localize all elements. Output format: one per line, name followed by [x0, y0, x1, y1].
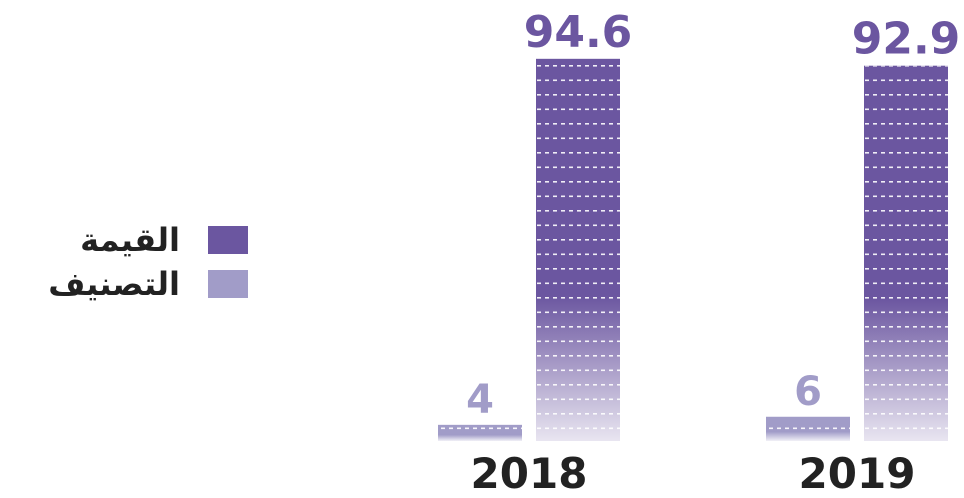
bar-texture-2019-series-1 — [864, 65, 948, 442]
legend-item-rank: التصنيف — [20, 262, 248, 306]
legend-label-value: القيمة — [80, 221, 180, 259]
legend: القيمة التصنيف — [20, 218, 248, 306]
legend-swatch-rank — [208, 270, 248, 298]
x-tick-label-2018: 2018 — [471, 449, 588, 498]
bar-texture-2019-series-0 — [766, 416, 850, 441]
x-tick-label-2019: 2019 — [799, 449, 916, 498]
legend-swatch-value — [208, 226, 248, 254]
value-label-2018-series-1: 94.6 — [524, 7, 633, 58]
legend-label-rank: التصنيف — [48, 265, 180, 303]
value-label-2019-series-1: 92.9 — [852, 14, 961, 65]
legend-item-value: القيمة — [20, 218, 248, 262]
value-label-2018-series-0: 4 — [466, 377, 494, 423]
bar-texture-2018-series-0 — [438, 424, 522, 441]
bar-texture-2018-series-1 — [536, 58, 620, 441]
value-label-2019-series-0: 6 — [794, 369, 822, 415]
